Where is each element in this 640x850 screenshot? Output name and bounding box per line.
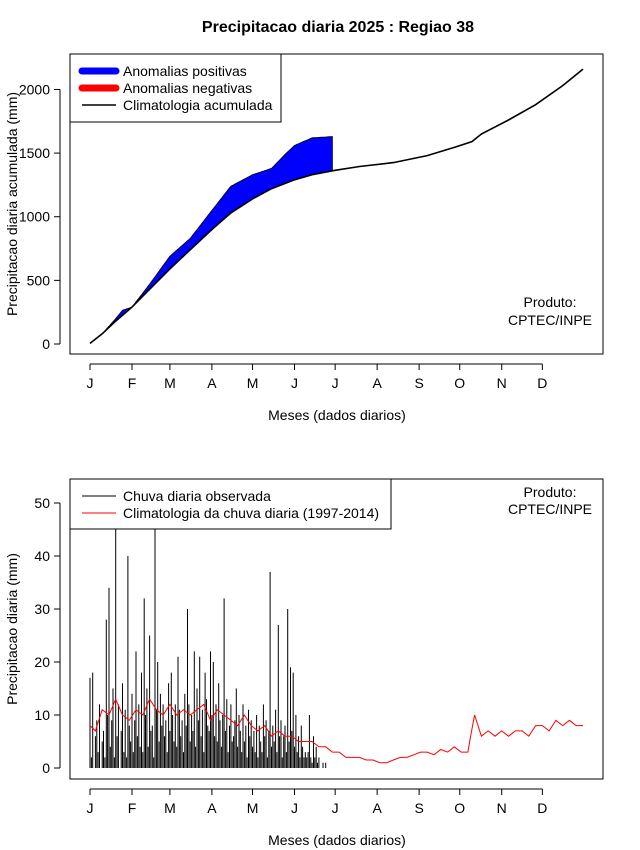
top-y-tick-label: 1500 (19, 145, 50, 161)
top-y-tick-label: 500 (27, 272, 51, 288)
accumulated-climatology-layer (89, 68, 584, 345)
bottom-x-tick-label: J (332, 800, 339, 816)
daily-climatology-layer (89, 697, 583, 764)
bottom-x-tick-label: N (497, 800, 507, 816)
bottom-x-tick-label: A (372, 800, 382, 816)
top-x-tick-label: D (537, 375, 547, 391)
bottom-x-axis-label: Meses (dados diarios) (268, 832, 406, 848)
bottom-x-tick-label: M (247, 800, 259, 816)
top-y-axis-label: Precipitacao diaria acumulada (mm) (4, 92, 20, 316)
bottom-x-tick-label: J (291, 800, 298, 816)
accumulated-climatology-line (89, 68, 584, 345)
bottom-x-tick-label: J (87, 800, 94, 816)
top-y-axis: 0 500 1000 1500 2000 (19, 81, 61, 352)
bottom-y-tick-label: 10 (34, 707, 50, 723)
legend-label-negative: Anomalias negativas (123, 80, 252, 96)
top-product-label: Produto: (524, 294, 577, 310)
bottom-x-tick-label: O (454, 800, 465, 816)
top-y-tick-label: 1000 (19, 209, 50, 225)
bottom-x-tick-label: F (128, 800, 137, 816)
legend-label-climatology: Climatologia acumulada (123, 97, 273, 113)
daily-precipitation-chart: J F M A M J J A S O N D 0 10 20 30 40 50 Meses (dados di… (4, 478, 604, 848)
top-x-axis-label: Meses (dados diarios) (268, 407, 406, 423)
legend-label-observed: Chuva diaria observada (123, 488, 271, 504)
bottom-product-label: Produto: (524, 484, 577, 500)
top-x-tick-label: N (497, 375, 507, 391)
daily-climatology-line (89, 697, 583, 764)
bottom-product-source: CPTEC/INPE (508, 501, 592, 517)
bottom-x-tick-label: S (414, 800, 423, 816)
top-x-tick-label: O (454, 375, 465, 391)
top-x-tick-label: A (372, 375, 382, 391)
top-y-tick-label: 0 (42, 336, 50, 352)
bottom-y-tick-label: 50 (34, 495, 50, 511)
top-x-tick-label: S (414, 375, 423, 391)
top-x-tick-label: J (87, 375, 94, 391)
top-product-source: CPTEC/INPE (508, 312, 592, 328)
bottom-legend: Chuva diaria observada Climatologia da c… (69, 478, 392, 530)
bottom-x-tick-label: D (537, 800, 547, 816)
top-x-tick-label: M (247, 375, 259, 391)
top-x-tick-label: M (164, 375, 176, 391)
bottom-y-tick-label: 0 (42, 760, 50, 776)
top-y-tick-label: 2000 (19, 81, 50, 97)
legend-label-daily-climatology: Climatologia da chuva diaria (1997-2014) (123, 505, 379, 521)
bottom-y-tick-label: 20 (34, 654, 50, 670)
top-legend: Anomalias positivas Anomalias negativas … (69, 53, 282, 123)
bottom-y-tick-label: 40 (34, 548, 50, 564)
top-x-tick-label: A (207, 375, 217, 391)
legend-label-positive: Anomalias positivas (123, 63, 247, 79)
top-x-tick-label: F (128, 375, 137, 391)
accumulated-precipitation-chart: J F M A M J J A S O N D 0 500 1000 1500 2000 Meses (dad… (4, 53, 604, 423)
top-plot-frame (69, 53, 604, 355)
chart-title: Precipitacao diaria 2025 : Regiao 38 (202, 19, 474, 36)
bottom-y-axis: 0 10 20 30 40 50 (34, 495, 61, 776)
top-x-tick-label: J (332, 375, 339, 391)
bottom-legend-box (69, 478, 392, 530)
bottom-y-tick-label: 30 (34, 601, 50, 617)
observed-daily-bars-layer (89, 529, 327, 768)
top-x-tick-label: J (291, 375, 298, 391)
bottom-x-tick-label: A (207, 800, 217, 816)
bottom-x-tick-label: M (164, 800, 176, 816)
bottom-y-axis-label: Precipitacao diaria (mm) (4, 553, 20, 705)
